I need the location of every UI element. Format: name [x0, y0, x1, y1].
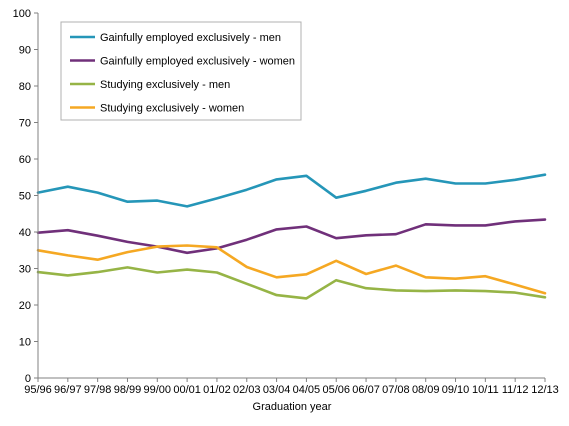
y-tick-label: 40 [19, 227, 31, 239]
y-tick-label: 10 [19, 337, 31, 349]
series-line-4 [36, 244, 547, 295]
series-lines [36, 173, 547, 300]
x-tick-label: 01/02 [203, 384, 231, 396]
x-tick-label: 09/10 [442, 384, 470, 396]
legend-label-3: Studying exclusively - men [100, 79, 230, 91]
legend: Gainfully employed exclusively - men Gain… [60, 21, 302, 121]
legend-label-4: Studying exclusively - women [100, 103, 244, 115]
x-tick-label: 06/07 [352, 384, 380, 396]
series-line-3 [36, 266, 547, 300]
x-tick-label: 98/99 [114, 384, 142, 396]
x-tick-label: 02/03 [233, 384, 261, 396]
x-tick-label: 04/05 [293, 384, 321, 396]
x-tick-label: 10/11 [472, 384, 499, 396]
x-tick-label: 99/00 [144, 384, 172, 396]
x-tick-label: 00/01 [173, 384, 201, 396]
y-tick-label: 90 [19, 45, 31, 57]
series-line-1 [36, 173, 547, 208]
x-tick-label: 96/97 [54, 384, 82, 396]
x-tick-label: 05/06 [322, 384, 350, 396]
x-tick-label: 95/96 [24, 384, 52, 396]
legend-box [60, 21, 302, 121]
x-axis-title: Graduation year [253, 401, 332, 413]
series-line-2 [36, 218, 547, 255]
x-tick-label: 11/12 [502, 384, 529, 396]
y-tick-label: 0 [25, 373, 31, 385]
y-tick-label: 100 [13, 8, 31, 20]
x-axis-ticks: 95/96 96/97 97/98 98/99 99/00 00/01 01/02 02/03… [24, 378, 559, 396]
y-tick-label: 80 [19, 81, 31, 93]
legend-label-2: Gainfully employed exclusively - women [100, 56, 295, 68]
x-tick-label: 08/09 [412, 384, 440, 396]
x-tick-label: 97/98 [84, 384, 112, 396]
y-tick-label: 60 [19, 154, 31, 166]
legend-label-1: Gainfully employed exclusively - men [100, 32, 281, 44]
x-tick-label: 12/13 [531, 384, 559, 396]
x-tick-label: 03/04 [263, 384, 291, 396]
x-tick-label: 07/08 [382, 384, 410, 396]
y-tick-label: 30 [19, 264, 31, 276]
y-tick-label: 70 [19, 118, 31, 130]
y-axis-ticks: 0 10 20 30 40 50 60 70 80 90 100 [13, 8, 38, 385]
y-tick-label: 20 [19, 300, 31, 312]
y-tick-label: 50 [19, 191, 31, 203]
